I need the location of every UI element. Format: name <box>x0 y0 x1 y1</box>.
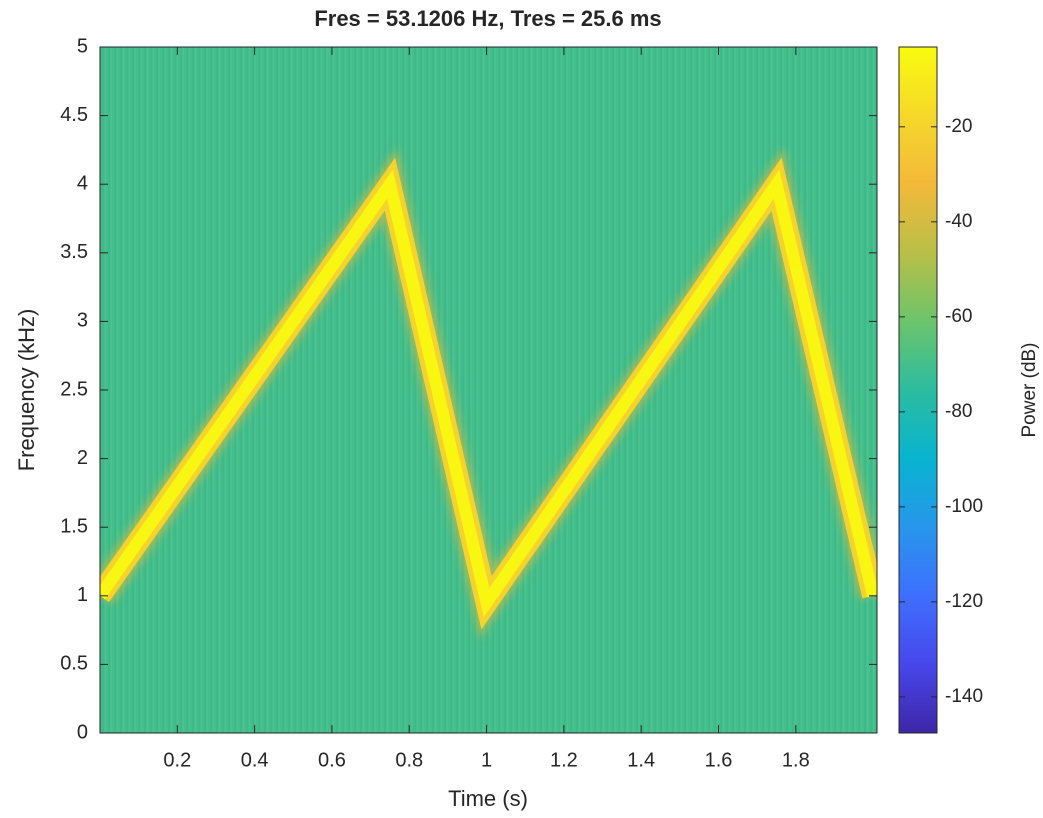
x-tick-label: 1.8 <box>782 749 810 771</box>
y-tick-label: 4 <box>77 172 88 194</box>
x-tick-label: 0.4 <box>241 749 269 771</box>
y-tick-label: 5 <box>77 35 88 57</box>
colorbar-tick-label: -40 <box>945 211 972 232</box>
y-tick-label: 0 <box>77 721 88 743</box>
y-tick-label: 3.5 <box>60 241 88 263</box>
x-tick-label: 0.8 <box>395 749 423 771</box>
ridge <box>100 169 877 618</box>
y-tick-label: 4.5 <box>60 104 88 126</box>
y-tick-label: 1.5 <box>60 515 88 537</box>
colorbar-tick-label: -80 <box>945 401 972 422</box>
colorbar-tick-label: -140 <box>945 686 983 707</box>
y-tick-label: 0.5 <box>60 653 88 675</box>
y-tick-label: 2.5 <box>60 378 88 400</box>
colorbar-tick-label: -100 <box>945 496 983 517</box>
y-tick-label: 3 <box>77 310 88 332</box>
y-axis-label: Frequency (kHz) <box>14 309 39 472</box>
y-tick-label: 1 <box>77 584 88 606</box>
x-tick-label: 1.6 <box>705 749 733 771</box>
x-tick-label: 0.6 <box>318 749 346 771</box>
y-tick-label: 2 <box>77 447 88 469</box>
colorbar-label: Power (dB) <box>1019 342 1040 437</box>
x-tick-label: 0.2 <box>163 749 191 771</box>
x-axis-label: Time (s) <box>448 786 528 811</box>
plot-area <box>100 47 877 733</box>
x-tick-label: 1.2 <box>550 749 578 771</box>
colorbar-tick-label: -120 <box>945 591 983 612</box>
colorbar-tick-label: -60 <box>945 306 972 327</box>
chart-title: Fres = 53.1206 Hz, Tres = 25.6 ms <box>314 6 661 31</box>
x-tick-label: 1.4 <box>627 749 655 771</box>
x-tick-label: 1 <box>481 749 492 771</box>
colorbar-tick-label: -20 <box>945 116 972 137</box>
colorbar <box>898 46 938 734</box>
